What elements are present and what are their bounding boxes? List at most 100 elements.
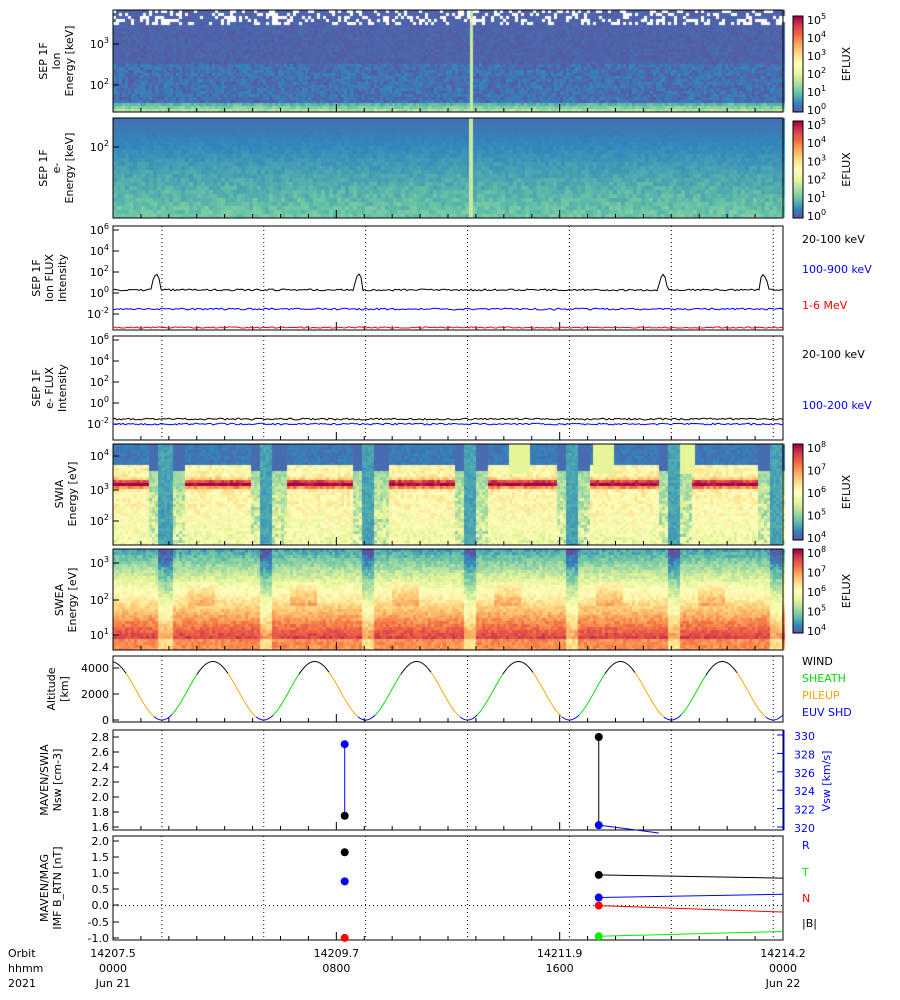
altitude-trace	[534, 675, 537, 678]
y-tick-label: 102	[90, 139, 109, 154]
altitude-trace	[279, 704, 282, 707]
colorbar-cell	[793, 200, 803, 201]
colorbar-cell	[793, 204, 803, 205]
altitude-trace	[343, 697, 346, 700]
colorbar-cell	[793, 131, 803, 132]
altitude-trace	[558, 713, 561, 716]
altitude-trace	[431, 673, 434, 676]
altitude-trace	[478, 711, 481, 714]
colorbar-cell	[793, 214, 803, 215]
altitude-trace	[153, 716, 156, 718]
colorbar-cell	[793, 123, 803, 124]
colorbar-cell	[793, 589, 803, 590]
altitude-trace	[697, 686, 700, 689]
altitude-trace	[423, 664, 426, 666]
altitude-trace	[435, 679, 438, 683]
altitude-trace	[596, 684, 599, 688]
colorbar-cell	[793, 588, 803, 589]
altitude-trace	[285, 694, 288, 697]
colorbar-cell	[793, 473, 803, 474]
y-tick-label: 0.5	[92, 883, 110, 896]
altitude-trace	[684, 708, 687, 711]
altitude-trace	[218, 663, 221, 665]
altitude-trace	[294, 678, 297, 681]
altitude-trace	[222, 666, 225, 669]
y-axis-label: SEP 1F	[37, 149, 50, 186]
x-tick-hhmm: 1600	[546, 962, 574, 975]
colorbar-cell	[793, 183, 803, 184]
altitude-trace	[451, 707, 454, 710]
colorbar-cell	[793, 606, 803, 607]
colorbar-cell	[793, 53, 803, 54]
legend-100900keV: 100-900 keV	[802, 263, 872, 276]
legend-imf-T: T	[801, 866, 809, 879]
colorbar-cell	[793, 517, 803, 518]
colorbar-cell	[793, 42, 803, 43]
colorbar-cell	[793, 163, 803, 164]
altitude-trace	[344, 699, 347, 702]
colorbar-cell	[793, 28, 803, 29]
colorbar-cell	[793, 40, 803, 41]
colorbar-cell	[793, 553, 803, 554]
altitude-trace	[544, 692, 547, 695]
altitude-trace	[708, 669, 711, 672]
altitude-trace	[399, 673, 402, 676]
colorbar-tick-label: 108	[807, 545, 826, 560]
altitude-trace	[201, 666, 204, 669]
altitude-trace	[767, 718, 770, 720]
altitude-trace	[217, 662, 220, 665]
x-tick-hhmm: 0000	[769, 962, 797, 975]
colorbar-cell	[793, 484, 803, 485]
x-tick-hhmm: 0000	[99, 962, 127, 975]
altitude-trace	[582, 708, 585, 711]
y-tick-label: 10-2	[87, 306, 109, 321]
colorbar-cell	[793, 105, 803, 106]
altitude-trace	[676, 717, 679, 719]
colorbar-cell	[793, 625, 803, 626]
altitude-trace	[459, 716, 462, 719]
altitude-trace	[121, 667, 124, 670]
colorbar-cell	[793, 182, 803, 183]
colorbar-cell	[793, 181, 803, 182]
altitude-trace	[351, 709, 354, 712]
colorbar-cell	[793, 147, 803, 148]
colorbar-cell	[793, 45, 803, 46]
x-tick-orbit: 14211.9	[537, 947, 583, 960]
altitude-trace	[118, 664, 121, 667]
altitude-trace	[198, 669, 201, 672]
colorbar-cell	[793, 522, 803, 523]
colorbar-cell	[793, 142, 803, 143]
altitude-trace	[715, 662, 718, 665]
altitude-trace	[505, 668, 508, 671]
altitude-trace	[603, 673, 606, 676]
colorbar-cell	[793, 535, 803, 536]
colorbar-cell	[793, 135, 803, 136]
y-tick-label: 106	[90, 332, 109, 347]
colorbar-cell	[793, 467, 803, 468]
altitude-trace	[221, 665, 224, 668]
y-tick-label: 2.8	[92, 731, 110, 744]
altitude-trace	[391, 687, 394, 690]
colorbar-cell	[793, 49, 803, 50]
altitude-trace	[546, 695, 549, 699]
y-axis-label: SEP 1F	[30, 259, 43, 296]
colorbar-cell	[793, 494, 803, 495]
altitude-trace	[624, 662, 627, 664]
altitude-trace	[681, 712, 684, 715]
colorbar-cell	[793, 593, 803, 594]
altitude-trace	[638, 678, 641, 681]
altitude-trace	[634, 672, 637, 675]
altitude-trace	[378, 708, 381, 711]
colorbar-cell	[793, 629, 803, 630]
altitude-trace	[146, 708, 149, 711]
altitude-trace	[400, 672, 403, 675]
colorbar-cell	[793, 195, 803, 196]
altitude-trace	[703, 676, 706, 679]
altitude-trace	[255, 716, 258, 718]
colorbar-cell	[793, 88, 803, 89]
colorbar-cell	[793, 70, 803, 71]
colorbar-cell	[793, 167, 803, 168]
altitude-trace	[223, 667, 226, 670]
colorbar-cell	[793, 89, 803, 90]
colorbar-cell	[793, 500, 803, 501]
